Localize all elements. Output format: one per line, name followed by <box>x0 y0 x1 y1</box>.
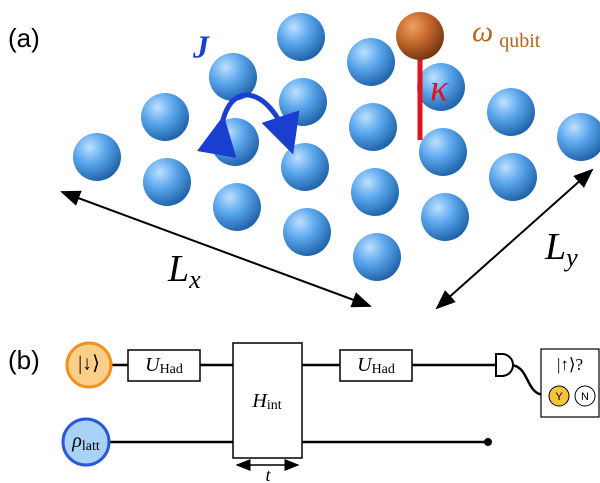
lattice-site <box>73 133 121 181</box>
lattice-site <box>347 38 395 86</box>
interaction-box <box>232 342 303 459</box>
no-button <box>574 385 596 407</box>
symbol: L <box>544 226 566 268</box>
detector <box>495 353 514 377</box>
coupling-label: κ <box>430 68 449 110</box>
interaction-label: Hint <box>251 390 281 414</box>
hopping-label: J <box>192 28 210 64</box>
yes-label: Y <box>555 391 563 403</box>
lattice <box>73 13 600 281</box>
lattice-site <box>279 78 327 126</box>
symbol: L <box>167 248 189 290</box>
lattice-site <box>351 168 399 216</box>
measurement-question: |↑⟩? <box>557 355 583 374</box>
lattice-site <box>213 183 261 231</box>
lattice-site <box>143 158 191 206</box>
wire-end <box>484 438 492 446</box>
gate-box <box>127 349 201 382</box>
lattice-site <box>421 193 469 241</box>
subscript: latt <box>82 439 100 454</box>
lattice-node <box>61 417 111 467</box>
length-y: Ly <box>544 226 578 272</box>
panel-label: (a) <box>8 23 40 53</box>
lattice-site <box>349 103 397 151</box>
hopping-arrow <box>197 92 300 159</box>
subscript: x <box>188 265 201 294</box>
gate-label: UHad <box>145 354 183 378</box>
measurement-box <box>540 348 600 418</box>
lattice-site <box>277 13 325 61</box>
length-y-arrow <box>435 168 594 310</box>
panel-label: (b) <box>8 345 40 375</box>
length-x: Lx <box>167 248 201 294</box>
lattice-site <box>283 208 331 256</box>
length-x-arrow <box>60 190 372 308</box>
qubit-frequency: ω qubit <box>472 15 541 52</box>
lattice-site <box>141 93 189 141</box>
gate-box <box>339 349 413 382</box>
lattice-site <box>489 153 537 201</box>
lattice-site <box>281 143 329 191</box>
symbol: H <box>251 390 268 412</box>
lattice-site <box>487 88 535 136</box>
qubit-state: |↓⟩ <box>78 353 100 375</box>
symbol: U <box>145 354 161 376</box>
subscript: y <box>563 243 578 272</box>
lattice-state: ρlatt <box>71 430 100 455</box>
lattice-site <box>419 128 467 176</box>
lattice-site <box>353 233 401 281</box>
symbol: U <box>357 354 373 376</box>
yes-button <box>548 385 570 407</box>
subscript: qubit <box>499 30 541 52</box>
gate-label: UHad <box>357 354 395 378</box>
subscript: Had <box>372 362 395 377</box>
symbol: ρ <box>71 430 82 452</box>
lattice-site <box>557 113 600 161</box>
no-label: N <box>581 391 589 403</box>
subscript: Had <box>160 362 183 377</box>
qubit-sphere <box>396 12 444 60</box>
lattice-site <box>211 118 259 166</box>
duration-label: t <box>265 465 271 483</box>
symbol: ω <box>472 15 493 48</box>
lattice-site <box>209 53 257 101</box>
subscript: int <box>267 398 282 413</box>
qubit-node <box>65 341 113 389</box>
lattice-site <box>417 63 465 111</box>
